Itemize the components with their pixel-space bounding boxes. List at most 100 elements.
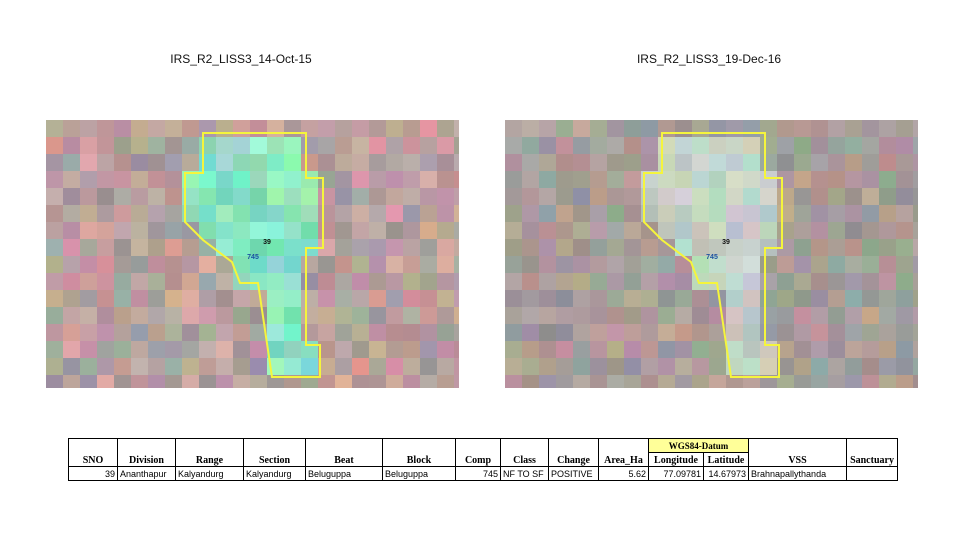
pixel bbox=[114, 273, 131, 290]
pixel bbox=[896, 307, 913, 324]
plot-label: 39 bbox=[722, 239, 730, 246]
pixel bbox=[590, 324, 607, 341]
pixel bbox=[573, 239, 590, 256]
pixel bbox=[335, 324, 352, 341]
pixel bbox=[233, 205, 250, 222]
header-cell: Area_Ha bbox=[598, 452, 649, 467]
pixel bbox=[777, 273, 794, 290]
pixel bbox=[233, 171, 250, 188]
pixel bbox=[199, 205, 216, 222]
pixel bbox=[641, 205, 658, 222]
pixel bbox=[726, 307, 743, 324]
pixel bbox=[539, 290, 556, 307]
pixel bbox=[250, 324, 267, 341]
pixel bbox=[437, 324, 454, 341]
pixel bbox=[590, 358, 607, 375]
pixel bbox=[658, 205, 675, 222]
pixel bbox=[675, 120, 692, 137]
pixel bbox=[811, 256, 828, 273]
pixel bbox=[250, 256, 267, 273]
pixel bbox=[131, 120, 148, 137]
pixel bbox=[403, 239, 420, 256]
pixel bbox=[573, 120, 590, 137]
pixel bbox=[845, 188, 862, 205]
pixel bbox=[624, 205, 641, 222]
pixel bbox=[862, 256, 879, 273]
pixel bbox=[97, 137, 114, 154]
pixel bbox=[369, 205, 386, 222]
pixel bbox=[250, 205, 267, 222]
pixel bbox=[573, 290, 590, 307]
pixel bbox=[709, 324, 726, 341]
pixel bbox=[131, 239, 148, 256]
pixel bbox=[573, 273, 590, 290]
pixel bbox=[182, 273, 199, 290]
table-cell: Kalyandurg bbox=[243, 466, 306, 481]
pixel bbox=[709, 256, 726, 273]
pixel bbox=[301, 154, 318, 171]
pixel bbox=[267, 341, 284, 358]
pixel bbox=[301, 171, 318, 188]
pixel bbox=[896, 358, 913, 375]
pixel bbox=[284, 239, 301, 256]
header-cell bbox=[243, 438, 306, 453]
table-cell: POSITIVE bbox=[548, 466, 599, 481]
pixel bbox=[879, 205, 896, 222]
pixel bbox=[692, 171, 709, 188]
header-cell bbox=[598, 438, 649, 453]
pixel bbox=[437, 290, 454, 307]
pixel bbox=[403, 273, 420, 290]
pixel bbox=[352, 273, 369, 290]
pixel bbox=[386, 188, 403, 205]
pixel bbox=[675, 375, 692, 388]
pixel bbox=[97, 120, 114, 137]
pixel bbox=[811, 120, 828, 137]
pixel bbox=[46, 205, 63, 222]
pixel bbox=[675, 307, 692, 324]
pixel bbox=[148, 171, 165, 188]
pixel bbox=[760, 341, 777, 358]
pixel bbox=[675, 324, 692, 341]
pixel bbox=[148, 154, 165, 171]
pixel bbox=[539, 205, 556, 222]
pixel bbox=[590, 375, 607, 388]
pixel bbox=[267, 256, 284, 273]
pixel bbox=[437, 307, 454, 324]
pixel bbox=[828, 375, 845, 388]
pixel bbox=[505, 222, 522, 239]
pixel bbox=[46, 358, 63, 375]
pixel bbox=[63, 290, 80, 307]
pixel bbox=[199, 137, 216, 154]
pixel bbox=[896, 171, 913, 188]
pixel bbox=[301, 256, 318, 273]
pixel bbox=[284, 375, 301, 388]
pixel bbox=[726, 188, 743, 205]
pixel bbox=[437, 358, 454, 375]
pixel bbox=[63, 256, 80, 273]
pixel bbox=[437, 273, 454, 290]
pixel bbox=[284, 358, 301, 375]
pixel bbox=[794, 341, 811, 358]
pixel bbox=[811, 273, 828, 290]
pixel bbox=[199, 358, 216, 375]
pixel bbox=[284, 222, 301, 239]
pixel bbox=[760, 375, 777, 388]
pixel bbox=[726, 273, 743, 290]
pixel bbox=[216, 358, 233, 375]
pixel bbox=[709, 205, 726, 222]
pixel bbox=[505, 358, 522, 375]
pixel bbox=[267, 222, 284, 239]
pixel bbox=[148, 358, 165, 375]
pixel bbox=[828, 205, 845, 222]
pixel bbox=[199, 273, 216, 290]
pixel bbox=[233, 341, 250, 358]
pixel bbox=[369, 307, 386, 324]
pixel bbox=[607, 375, 624, 388]
header-cell bbox=[548, 438, 599, 453]
pixel bbox=[131, 222, 148, 239]
header-cell: Block bbox=[382, 452, 456, 467]
pixel bbox=[131, 188, 148, 205]
pixel bbox=[675, 358, 692, 375]
pixel bbox=[216, 171, 233, 188]
pixel bbox=[318, 358, 335, 375]
